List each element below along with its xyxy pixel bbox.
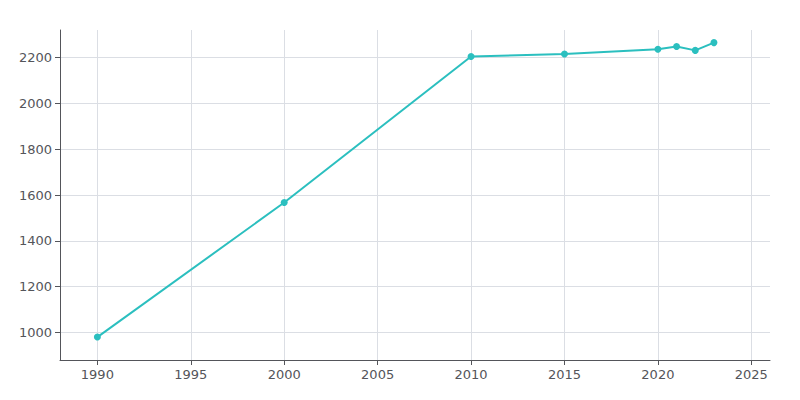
svg-text:1995: 1995: [174, 367, 207, 382]
svg-text:2000: 2000: [19, 96, 52, 111]
svg-text:1200: 1200: [19, 279, 52, 294]
svg-text:2020: 2020: [641, 367, 674, 382]
svg-text:1400: 1400: [19, 233, 52, 248]
svg-text:2000: 2000: [268, 367, 301, 382]
svg-text:1600: 1600: [19, 188, 52, 203]
svg-text:2015: 2015: [548, 367, 581, 382]
svg-text:1000: 1000: [19, 325, 52, 340]
svg-text:1800: 1800: [19, 142, 52, 157]
svg-text:2200: 2200: [19, 50, 52, 65]
svg-text:2025: 2025: [735, 367, 768, 382]
svg-text:1990: 1990: [81, 367, 114, 382]
svg-text:2010: 2010: [455, 367, 488, 382]
svg-text:2005: 2005: [361, 367, 394, 382]
